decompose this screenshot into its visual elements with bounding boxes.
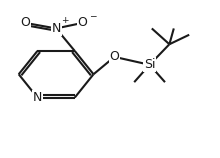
- Text: −: −: [89, 11, 96, 20]
- Text: N: N: [51, 22, 61, 35]
- Text: Si: Si: [144, 58, 155, 71]
- Text: O: O: [20, 16, 30, 29]
- Text: +: +: [61, 16, 69, 25]
- Text: N: N: [33, 91, 42, 104]
- Text: O: O: [78, 16, 87, 29]
- Text: O: O: [110, 50, 119, 63]
